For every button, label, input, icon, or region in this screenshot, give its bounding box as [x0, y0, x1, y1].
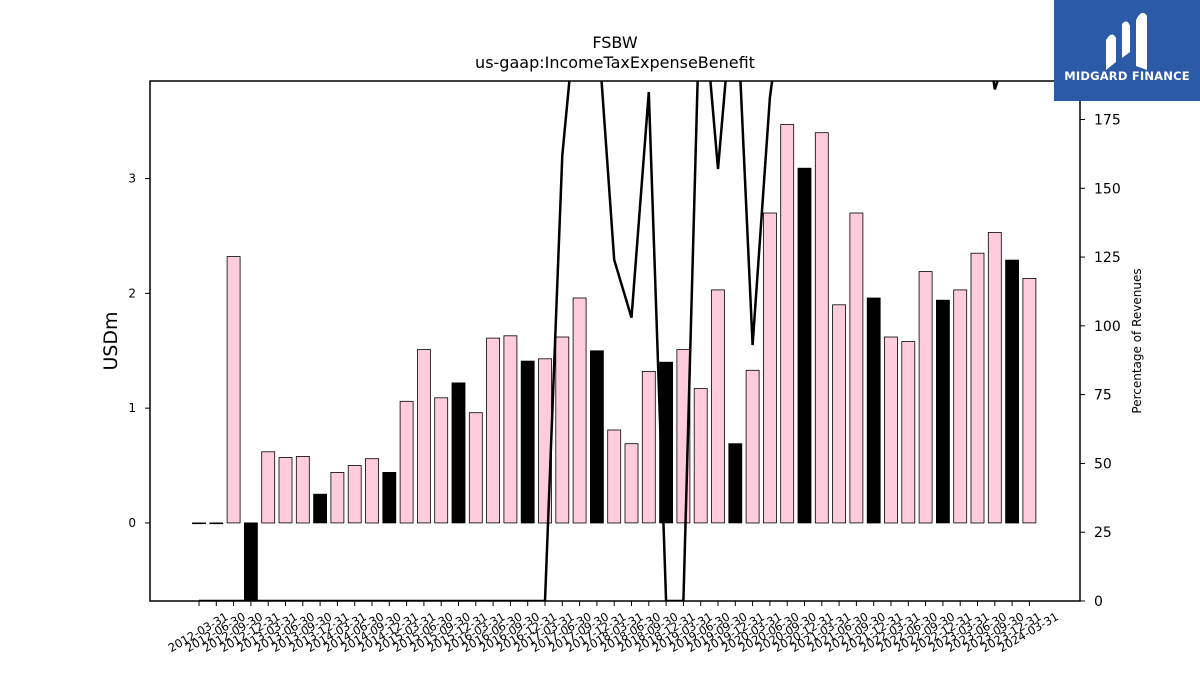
bar	[814, 132, 829, 524]
bar	[468, 412, 483, 524]
bar	[849, 212, 864, 524]
y-tick-label: 2	[128, 286, 136, 300]
x-axis: 2012-03-312012-06-302012-09-302012-12-31…	[166, 601, 1061, 655]
bar	[347, 465, 362, 524]
y-tick-label: 1	[128, 401, 136, 415]
bar	[693, 388, 708, 524]
bar	[1022, 277, 1037, 524]
bar	[399, 400, 414, 524]
bar	[295, 455, 310, 524]
y2-tick-label: 100	[1094, 319, 1121, 335]
logo-mark-icon	[1106, 12, 1147, 70]
y2-tick-label: 125	[1094, 250, 1121, 266]
bar	[832, 304, 846, 524]
bar	[918, 271, 933, 524]
y-axis-label: USDm	[100, 311, 122, 370]
line-series	[199, 81, 1030, 601]
y2-axis: 0 25 50 75 100 125 150 175	[1080, 113, 1121, 610]
bar	[745, 369, 760, 524]
bar	[884, 336, 898, 524]
bar	[624, 443, 639, 524]
bar	[987, 232, 1002, 524]
logo-text: MIDGARD FINANCE	[1064, 69, 1190, 83]
bar	[866, 297, 881, 524]
chart-subtitle: us-gaap:IncomeTaxExpenseBenefit	[475, 53, 755, 72]
y-axis: 0 1 2 3	[128, 172, 150, 530]
bar	[226, 256, 241, 524]
bar	[382, 471, 397, 524]
bar	[192, 522, 206, 525]
bar	[434, 397, 449, 524]
y2-tick-label: 50	[1094, 456, 1112, 472]
y2-tick-label: 75	[1094, 388, 1112, 404]
bar	[780, 124, 795, 524]
y2-tick-label: 25	[1094, 525, 1112, 541]
bar	[313, 493, 328, 524]
bar	[555, 336, 570, 524]
bar	[763, 212, 777, 524]
y2-tick-label: 150	[1094, 181, 1121, 197]
y2-axis-label: Percentage of Revenues	[1130, 268, 1144, 413]
bar	[451, 382, 466, 524]
bar	[330, 471, 345, 524]
bar	[590, 350, 604, 524]
bar	[572, 297, 587, 524]
bar	[607, 429, 622, 524]
bar	[936, 299, 950, 524]
chart-title: FSBW	[592, 33, 637, 52]
bar	[209, 522, 224, 525]
y-tick-label: 0	[128, 516, 136, 530]
bar	[641, 370, 656, 524]
y-tick-label: 3	[128, 172, 136, 186]
bar	[901, 341, 916, 524]
bar	[797, 167, 812, 524]
bar	[1005, 259, 1019, 524]
bar	[243, 522, 258, 602]
bar	[261, 451, 276, 524]
bar	[278, 457, 293, 524]
bar	[520, 360, 535, 524]
bar	[970, 252, 985, 524]
y2-tick-label: 175	[1094, 113, 1121, 129]
bar	[953, 289, 968, 524]
bar	[711, 289, 725, 524]
brand-logo: MIDGARD FINANCE	[1054, 0, 1200, 101]
bar	[416, 349, 431, 524]
bar	[728, 443, 743, 524]
y2-tick-label: 0	[1094, 594, 1103, 610]
line-path	[199, 81, 1030, 601]
bar	[503, 335, 518, 524]
bar	[486, 337, 501, 524]
bar	[365, 458, 379, 524]
bar-series	[192, 124, 1037, 602]
plot-frame	[149, 80, 1081, 602]
